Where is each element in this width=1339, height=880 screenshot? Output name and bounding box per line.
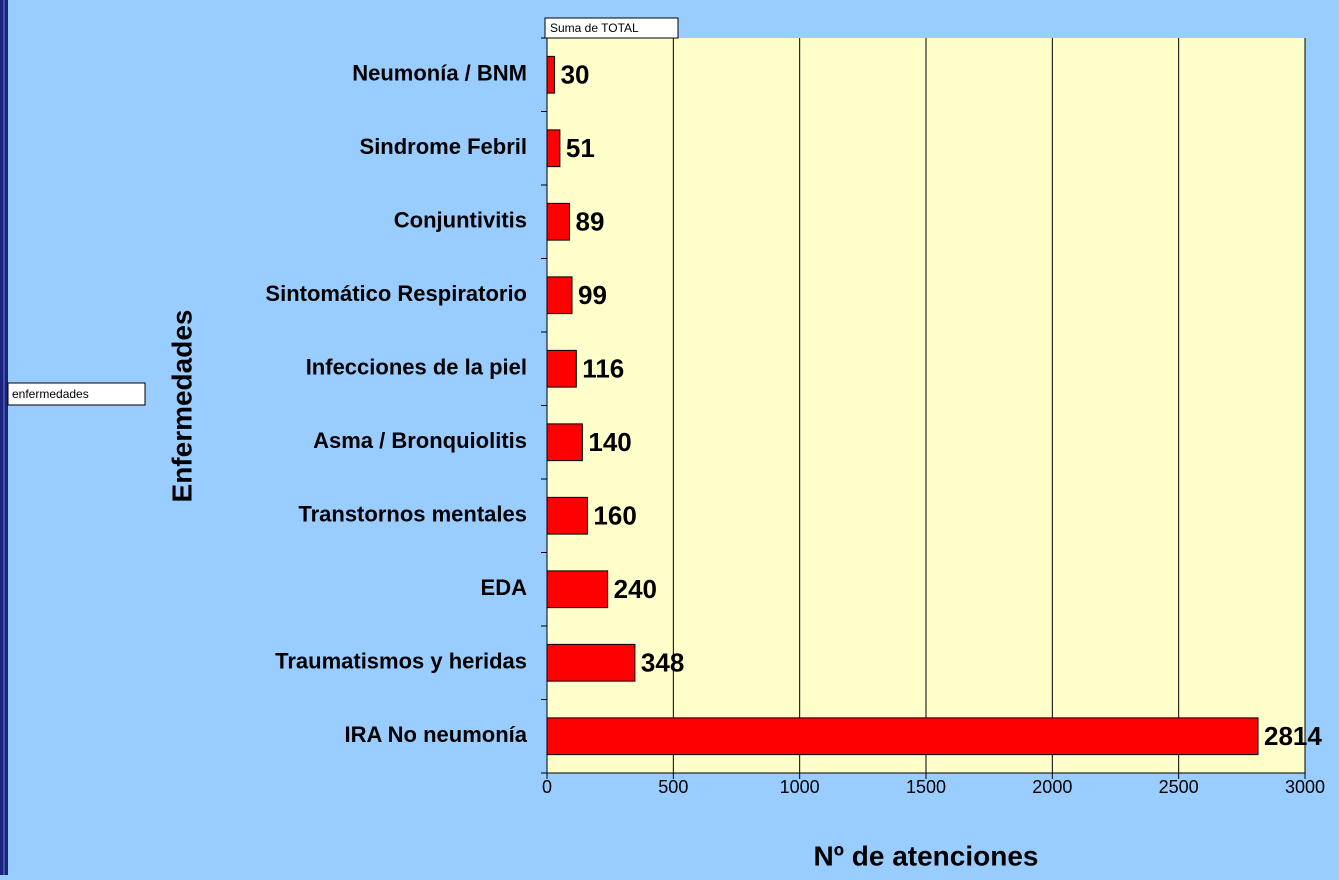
bar (546, 570, 609, 609)
x-tick-label: 2000 (1032, 777, 1072, 797)
y-tick-label: Traumatismos y heridas (275, 649, 527, 674)
y-tick-label: Neumonía / BNM (352, 61, 527, 86)
x-tick-label: 1000 (780, 777, 820, 797)
bar (546, 717, 1259, 756)
x-tick-label: 2500 (1159, 777, 1199, 797)
x-tick-label: 1500 (906, 777, 946, 797)
bar (546, 129, 561, 168)
bar (546, 643, 636, 682)
y-tick-label: Sintomático Respiratorio (265, 281, 527, 306)
field-button-label: enfermedades (12, 387, 89, 401)
value-label: 51 (566, 133, 595, 163)
y-tick-label: Conjuntivitis (394, 208, 527, 233)
y-tick-label: Sindrome Febril (360, 134, 527, 159)
field-button (7, 382, 146, 406)
value-label: 2814 (1264, 721, 1322, 751)
value-label: 240 (614, 574, 657, 604)
y-tick-label: EDA (481, 575, 528, 600)
value-label: 99 (578, 280, 607, 310)
y-tick-label: Transtornos mentales (298, 502, 527, 527)
y-tick-label: Asma / Bronquiolitis (313, 428, 527, 453)
value-label: 30 (561, 60, 590, 90)
value-label: 89 (575, 207, 604, 237)
value-label: 116 (582, 354, 624, 384)
y-tick-label: Infecciones de la piel (306, 355, 527, 380)
value-label: 160 (593, 501, 636, 531)
value-label: 348 (641, 648, 684, 678)
value-label: 140 (588, 427, 631, 457)
bar (546, 496, 588, 535)
field-button-label: Suma de TOTAL (550, 21, 639, 35)
x-tick-label: 3000 (1285, 777, 1325, 797)
bar (546, 349, 577, 388)
x-tick-label: 0 (542, 777, 552, 797)
x-axis-title: Nº de atenciones (814, 840, 1039, 871)
y-axis-title: Enfermedades (166, 310, 197, 503)
x-tick-label: 500 (658, 777, 688, 797)
bar (546, 423, 583, 462)
bar (546, 202, 570, 241)
bar (546, 55, 556, 94)
field-button (544, 17, 679, 39)
y-tick-label: IRA No neumonía (344, 722, 527, 747)
bar (546, 276, 573, 315)
